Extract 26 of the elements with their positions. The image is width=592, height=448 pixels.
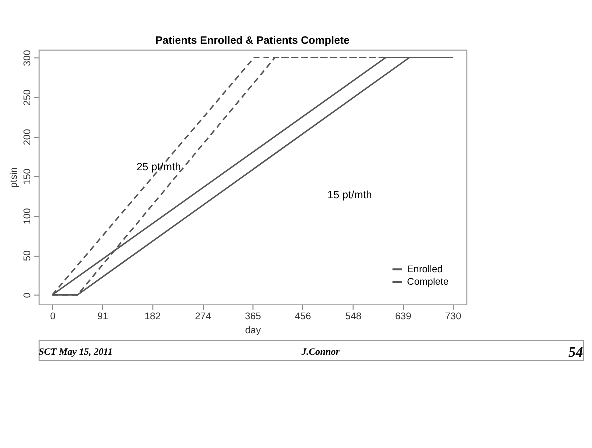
legend-label: Complete (407, 277, 449, 288)
annotation: 15 pt/mth (328, 190, 372, 202)
x-tick-label: 730 (445, 312, 462, 323)
x-tick-label: 365 (245, 312, 262, 323)
chart-title: Patients Enrolled & Patients Complete (156, 34, 350, 47)
annotation: 25 pt/mth (136, 162, 182, 174)
x-tick-label: 639 (395, 312, 412, 323)
text: J.Connor (300, 347, 340, 358)
x-tick-label: 274 (195, 312, 212, 323)
x-axis-title: day (245, 325, 262, 336)
x-tick-label: 0 (50, 312, 56, 323)
y-tick-label: 100 (22, 208, 34, 225)
y-tick-label: 200 (22, 128, 34, 146)
y-tick-label: 150 (22, 168, 34, 186)
y-tick-label: 250 (22, 89, 34, 106)
x-tick-label: 182 (144, 312, 161, 323)
x-tick-label: 548 (345, 312, 362, 323)
text: SCT May 15, 2011 (38, 347, 113, 358)
x-tick-label: 91 (98, 312, 108, 323)
y-tick-label: 50 (22, 250, 34, 262)
y-axis-title: ptsin (9, 167, 20, 188)
text: 54 (568, 345, 584, 362)
y-tick-label: 300 (22, 50, 34, 66)
y-tick-label: 0 (22, 292, 34, 298)
legend-label: Enrolled (407, 264, 443, 276)
x-tick-label: 456 (295, 312, 312, 323)
